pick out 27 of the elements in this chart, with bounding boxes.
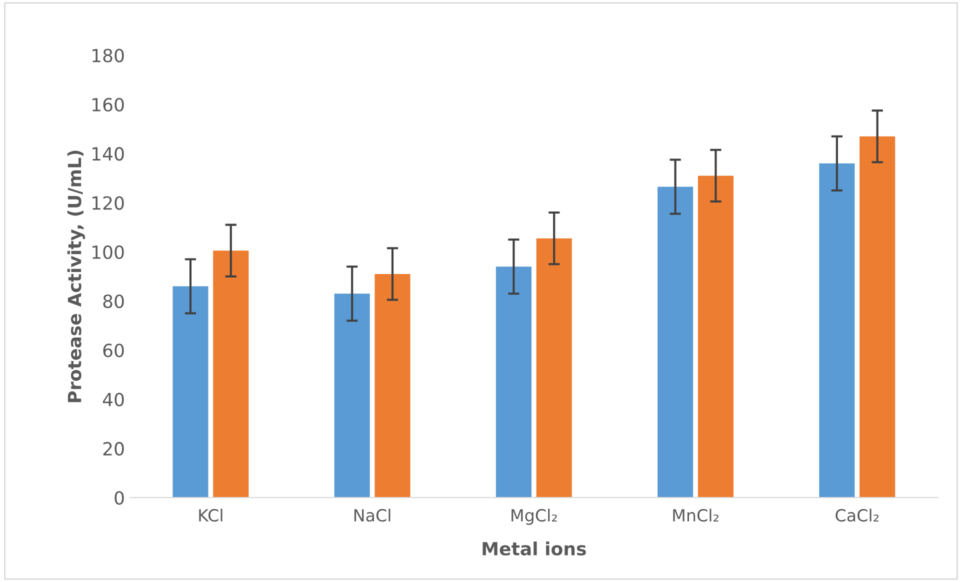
- x-tick-label: CaCl₂: [836, 508, 878, 522]
- bar: [172, 286, 208, 498]
- x-tick-label: KCl: [199, 508, 222, 522]
- x-tick-label: NaCl: [354, 508, 390, 522]
- y-tick-label: 140: [92, 147, 124, 161]
- y-axis-title: Protease Activity, (U/mL): [67, 150, 85, 402]
- bar: [213, 250, 249, 498]
- bar: [698, 176, 734, 498]
- y-tick-label: 120: [92, 196, 124, 210]
- x-axis-title: Metal ions: [482, 542, 586, 556]
- bar: [496, 266, 532, 498]
- y-tick-label: 60: [103, 344, 124, 358]
- bar: [374, 274, 410, 498]
- y-tick-label: 20: [103, 442, 124, 456]
- y-tick-label: 0: [114, 491, 124, 505]
- bar: [819, 163, 855, 498]
- y-tick-label: 180: [92, 48, 124, 62]
- x-tick-label: MnCl₂: [673, 508, 718, 522]
- y-tick-label: 80: [103, 294, 124, 308]
- y-tick-label: 40: [102, 392, 124, 406]
- bar: [334, 294, 370, 498]
- y-tick-label: 160: [92, 98, 124, 112]
- x-tick-label: MgCl₂: [512, 508, 557, 525]
- bar: [658, 186, 694, 498]
- bar: [536, 238, 572, 498]
- bar: [860, 136, 896, 498]
- y-tick-label: 100: [92, 245, 124, 259]
